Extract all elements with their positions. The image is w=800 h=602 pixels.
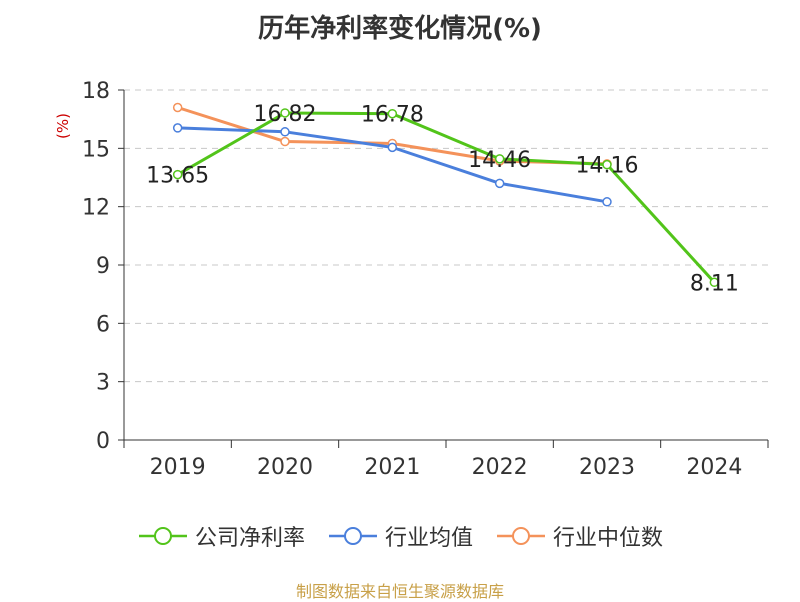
x-tick-label: 2020 bbox=[257, 455, 313, 480]
data-label: 16.78 bbox=[361, 103, 424, 128]
y-tick-label: 15 bbox=[82, 137, 110, 162]
x-tick-label: 2019 bbox=[150, 455, 206, 480]
data-point bbox=[172, 102, 183, 113]
legend-marker-icon bbox=[328, 527, 377, 545]
data-point bbox=[494, 154, 505, 164]
legend-label: 行业均值 bbox=[384, 526, 473, 551]
data-point bbox=[172, 123, 183, 133]
data-point bbox=[280, 108, 290, 118]
legend-marker-icon bbox=[497, 527, 545, 545]
data-label: 16.82 bbox=[254, 102, 317, 127]
gridlines bbox=[124, 89, 768, 383]
legend-marker-icon bbox=[138, 527, 187, 545]
data-label: 13.65 bbox=[146, 164, 209, 189]
data-label: 8.11 bbox=[690, 271, 739, 296]
x-tick-label: 2023 bbox=[579, 455, 635, 480]
legend-item[interactable]: 公司净利率 bbox=[137, 520, 305, 552]
data-point bbox=[172, 169, 183, 180]
y-tick-label: 12 bbox=[82, 196, 110, 221]
data-point bbox=[602, 159, 612, 170]
data-point bbox=[602, 197, 612, 207]
data-label: 14.16 bbox=[576, 154, 639, 179]
data-point bbox=[709, 277, 720, 288]
legend: 公司净利率 行业均值 行业中位数 bbox=[0, 518, 800, 554]
y-axis-label: (%) bbox=[54, 113, 72, 139]
chart-title: 历年净利率变化情况(%) bbox=[258, 14, 542, 44]
data-labels: 13.65 16.82 16.78 14.46 14.16 8.11 bbox=[146, 102, 739, 296]
y-tick-label: 3 bbox=[96, 371, 110, 396]
data-label: 14.46 bbox=[468, 148, 531, 173]
y-tick-label: 6 bbox=[96, 312, 110, 337]
y-tick-label: 0 bbox=[96, 429, 110, 454]
series-line bbox=[176, 111, 716, 284]
source-note: 制图数据来自恒生聚源数据库 bbox=[295, 582, 504, 601]
data-point bbox=[387, 142, 398, 153]
axes: 0 3 6 9 12 15 18 2019 2020 2021 2022 2023 2024 (%) bbox=[54, 79, 769, 480]
x-tick-label: 2024 bbox=[686, 455, 742, 480]
legend-item[interactable]: 行业均值 bbox=[327, 520, 473, 552]
x-tick-label: 2021 bbox=[364, 455, 420, 480]
data-point bbox=[387, 108, 398, 119]
legend-label: 行业中位数 bbox=[553, 526, 664, 551]
data-point bbox=[280, 127, 290, 137]
data-point bbox=[280, 136, 290, 147]
x-tick-label: 2022 bbox=[472, 455, 528, 480]
data-point bbox=[494, 178, 505, 189]
series-lines bbox=[172, 102, 720, 288]
y-tick-label: 18 bbox=[82, 79, 110, 104]
y-tick-label: 9 bbox=[96, 254, 110, 279]
legend-label: 公司净利率 bbox=[194, 526, 305, 551]
legend-item[interactable]: 行业中位数 bbox=[495, 520, 663, 552]
